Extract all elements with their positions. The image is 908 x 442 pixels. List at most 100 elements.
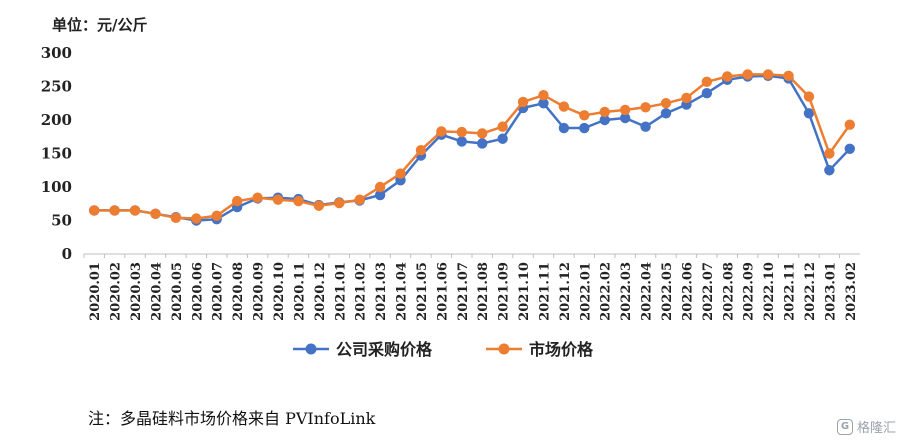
x-tick-label: 2021.03 — [374, 262, 389, 321]
unit-label: 单位：元/公斤 — [52, 16, 148, 34]
y-tick-label: 250 — [41, 78, 72, 96]
watermark-text: 格隆汇 — [856, 421, 896, 436]
series-point-1 — [538, 98, 549, 109]
series-point-2 — [497, 121, 508, 132]
series-point-2 — [415, 144, 427, 156]
series-point-2 — [477, 128, 488, 139]
x-tick-label: 2022.03 — [619, 262, 634, 321]
x-tick-label: 2021.07 — [456, 262, 471, 321]
series-point-2 — [150, 208, 161, 219]
x-tick-label: 2021.08 — [476, 262, 491, 321]
series-point-2 — [742, 69, 753, 80]
y-tick-label: 100 — [41, 178, 72, 196]
series-point-1 — [824, 165, 835, 176]
y-tick-label: 200 — [41, 111, 72, 129]
legend-label-2: 市场价格 — [529, 340, 594, 359]
series-point-1 — [477, 138, 488, 149]
x-tick-label: 2020.05 — [170, 262, 185, 321]
x-tick-label: 2020.06 — [190, 262, 205, 321]
series-point-2 — [640, 102, 651, 113]
series-point-1 — [701, 88, 713, 99]
series-point-1 — [599, 114, 610, 126]
series-point-2 — [824, 148, 835, 159]
x-tick-label: 2021.12 — [558, 262, 573, 321]
series-point-2 — [374, 181, 386, 193]
series-point-2 — [456, 126, 467, 138]
source-note: 注：多晶硅料市场价格来自 PVInfoLink — [88, 409, 376, 428]
series-point-1 — [374, 189, 386, 201]
watermark: G 格隆汇 — [836, 417, 896, 436]
series-point-2 — [89, 205, 100, 216]
series-point-2 — [395, 168, 406, 179]
legend-marker-1 — [305, 343, 317, 355]
x-tick-label: 2022.05 — [660, 262, 675, 321]
x-tick-label: 2023.02 — [844, 262, 859, 321]
x-tick-label: 2020.03 — [129, 262, 144, 321]
series-point-2 — [334, 197, 345, 209]
series-point-2 — [313, 200, 325, 211]
series-point-2 — [660, 98, 672, 109]
series-line-2 — [94, 73, 851, 220]
series-point-1 — [619, 112, 631, 124]
y-tick-label: 300 — [41, 44, 72, 62]
series-point-2 — [701, 76, 713, 88]
x-tick-label: 2022.07 — [701, 262, 716, 321]
series-point-2 — [803, 91, 815, 102]
x-tick-label: 2022.02 — [599, 262, 614, 321]
x-tick-label: 2020.11 — [292, 262, 307, 321]
series-point-1 — [640, 121, 651, 132]
x-tick-label: 2022.10 — [762, 262, 777, 321]
series-point-2 — [109, 205, 120, 216]
x-tick-label: 2022.01 — [578, 262, 593, 321]
series-point-2 — [170, 212, 182, 224]
x-tick-label: 2022.08 — [721, 262, 736, 321]
series-point-1 — [844, 143, 855, 155]
series-point-2 — [762, 69, 774, 80]
series-point-1 — [456, 136, 467, 147]
x-tick-label: 2020.12 — [313, 262, 328, 321]
series-point-2 — [293, 195, 304, 207]
series-point-2 — [681, 92, 692, 104]
x-tick-label: 2020.08 — [231, 262, 246, 321]
x-tick-label: 2022.09 — [742, 262, 757, 321]
x-tick-label: 2022.12 — [803, 262, 818, 321]
y-tick-label: 50 — [51, 212, 72, 230]
x-tick-label: 2022.04 — [640, 262, 655, 321]
series-point-1 — [660, 108, 672, 119]
series-point-2 — [436, 126, 447, 137]
x-tick-label: 2020.02 — [109, 262, 124, 321]
series-point-2 — [211, 210, 222, 222]
x-tick-label: 2021.01 — [333, 262, 348, 321]
series-point-2 — [191, 213, 202, 224]
x-tick-label: 2021.06 — [435, 262, 450, 321]
x-tick-label: 2021.10 — [517, 262, 532, 321]
x-tick-label: 2021.09 — [497, 262, 512, 321]
series-point-2 — [129, 205, 141, 216]
series-point-2 — [538, 90, 549, 101]
x-tick-label: 2020.04 — [149, 262, 164, 321]
series-point-2 — [272, 194, 284, 205]
series-point-1 — [579, 122, 590, 134]
series-point-2 — [722, 71, 733, 82]
series-point-2 — [558, 101, 570, 112]
series-point-2 — [579, 110, 590, 121]
series-point-2 — [599, 106, 610, 118]
x-tick-label: 2020.07 — [211, 262, 226, 321]
series-point-1 — [558, 122, 570, 134]
y-tick-label: 0 — [62, 245, 72, 263]
x-tick-label: 2021.02 — [354, 262, 369, 321]
x-tick-label: 2020.09 — [252, 262, 267, 321]
y-tick-label: 150 — [41, 145, 72, 163]
series-point-2 — [252, 192, 263, 203]
x-tick-label: 2023.01 — [823, 262, 838, 321]
series-point-1 — [803, 108, 815, 119]
series-point-1 — [497, 133, 508, 144]
x-tick-label: 2022.11 — [783, 262, 798, 321]
x-tick-label: 2021.05 — [415, 262, 430, 321]
series-point-2 — [619, 104, 631, 116]
watermark-logo-icon: G — [836, 418, 853, 435]
series-line-1 — [94, 74, 851, 222]
series-point-2 — [354, 194, 365, 205]
series-point-2 — [231, 195, 243, 207]
